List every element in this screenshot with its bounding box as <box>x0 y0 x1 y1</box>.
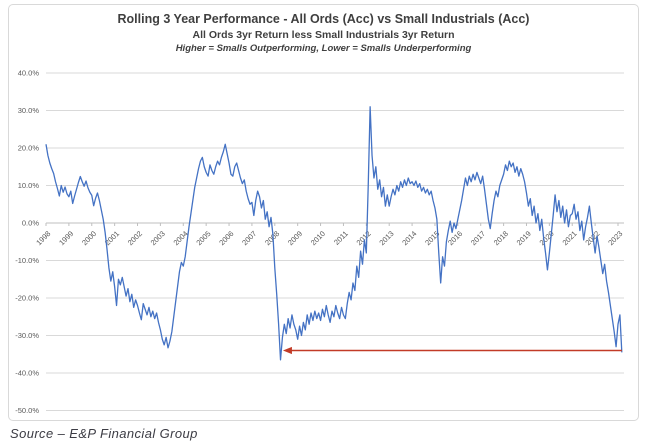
svg-text:0.0%: 0.0% <box>22 219 39 228</box>
svg-text:10.0%: 10.0% <box>18 181 40 190</box>
svg-text:2016: 2016 <box>446 229 464 247</box>
svg-text:2014: 2014 <box>400 229 418 247</box>
min-annotation-arrow <box>282 346 622 355</box>
svg-text:20.0%: 20.0% <box>18 144 40 153</box>
svg-text:2011: 2011 <box>332 229 350 247</box>
svg-text:2010: 2010 <box>309 229 327 247</box>
svg-text:2002: 2002 <box>126 229 144 247</box>
svg-text:2009: 2009 <box>286 229 304 247</box>
svg-text:2018: 2018 <box>492 229 510 247</box>
svg-text:-50.0%: -50.0% <box>15 406 39 415</box>
svg-text:2021: 2021 <box>560 229 578 247</box>
svg-text:-30.0%: -30.0% <box>15 331 39 340</box>
svg-text:40.0%: 40.0% <box>18 69 40 78</box>
chart-header: Rolling 3 Year Performance - All Ords (A… <box>9 12 638 55</box>
y-axis-labels: 40.0% 30.0% 20.0% 10.0% 0.0% -10.0% -20.0% -30.… <box>15 69 39 416</box>
svg-text:2017: 2017 <box>469 229 487 247</box>
svg-text:2023: 2023 <box>606 229 624 247</box>
x-axis-labels: 1998 1999 2000 2001 2002 2003 2004 2005 2006 2007… <box>34 223 624 247</box>
svg-text:2000: 2000 <box>80 229 98 247</box>
svg-text:2019: 2019 <box>515 229 533 247</box>
svg-text:-40.0%: -40.0% <box>15 369 39 378</box>
svg-text:2020: 2020 <box>538 229 556 247</box>
svg-text:2006: 2006 <box>217 229 235 247</box>
svg-text:2013: 2013 <box>377 229 395 247</box>
performance-line <box>45 106 623 361</box>
svg-text:2003: 2003 <box>149 229 167 247</box>
gridlines <box>46 72 624 411</box>
chart-title: Rolling 3 Year Performance - All Ords (A… <box>117 12 530 26</box>
svg-text:30.0%: 30.0% <box>18 106 40 115</box>
svg-text:-10.0%: -10.0% <box>15 256 39 265</box>
plot-svg: 40.0% 30.0% 20.0% 10.0% 0.0% -10.0% -20.0% -30.… <box>15 69 624 416</box>
source-text: Source – E&P Financial Group <box>10 426 198 441</box>
chart-area: Rolling 3 Year Performance - All Ords (A… <box>8 4 639 421</box>
svg-text:1998: 1998 <box>34 229 52 247</box>
svg-text:1999: 1999 <box>57 229 75 247</box>
svg-text:-20.0%: -20.0% <box>15 294 39 303</box>
svg-text:2007: 2007 <box>240 229 258 247</box>
chart-note: Higher = Smalls Outperforming, Lower = S… <box>175 42 472 54</box>
svg-text:2005: 2005 <box>194 229 212 247</box>
chart-subtitle: All Ords 3yr Return less Small Industria… <box>192 28 455 41</box>
